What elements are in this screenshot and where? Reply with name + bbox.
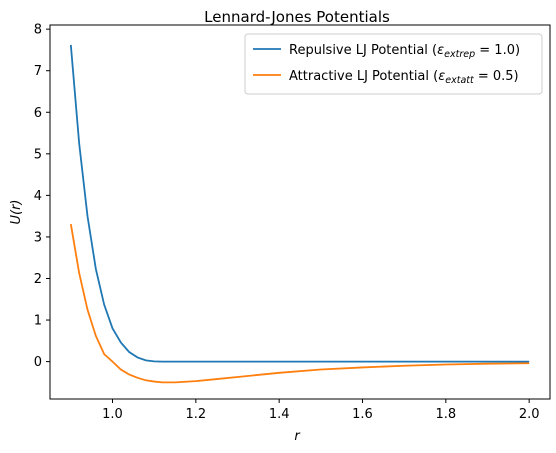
x-tick-label: 1.0 [102, 407, 123, 422]
y-tick-label: 1 [34, 314, 42, 329]
legend-label-0: Repulsive LJ Potential (εextrep = 1.0) [289, 43, 520, 60]
y-tick-label: 7 [34, 64, 42, 79]
series-line-1 [69, 223, 530, 384]
y-axis-ticks: 0 1 2 3 4 5 6 7 8 [34, 23, 50, 370]
axes-frame [49, 24, 551, 400]
x-tick-label: 1.8 [435, 407, 456, 422]
x-tick-label: 1.2 [185, 407, 206, 422]
x-tick-label: 1.6 [352, 407, 373, 422]
y-tick-label: 8 [34, 23, 42, 38]
y-tick-label: 4 [34, 189, 42, 204]
y-tick-label: 5 [34, 147, 42, 162]
x-axis-label: r [294, 429, 301, 444]
series-line-0 [69, 44, 530, 363]
y-axis-label: U(r) [9, 199, 24, 224]
legend: Repulsive LJ Potential (εextrep = 1.0) At… [244, 33, 543, 95]
y-tick-label: 3 [34, 230, 42, 245]
chart-title: Lennard-Jones Potentials [204, 8, 390, 26]
legend-frame [244, 33, 543, 95]
y-tick-label: 0 [34, 355, 42, 370]
plot-area [49, 24, 551, 400]
series-curves [69, 44, 530, 384]
legend-label-1: Attractive LJ Potential (εextatt = 0.5) [289, 69, 519, 86]
x-axis-ticks: 1.0 1.2 1.4 1.6 1.8 2.0 [102, 399, 540, 422]
y-tick-label: 6 [34, 106, 42, 121]
x-tick-label: 1.4 [269, 407, 290, 422]
y-tick-label: 2 [34, 272, 42, 287]
x-tick-label: 2.0 [519, 407, 540, 422]
